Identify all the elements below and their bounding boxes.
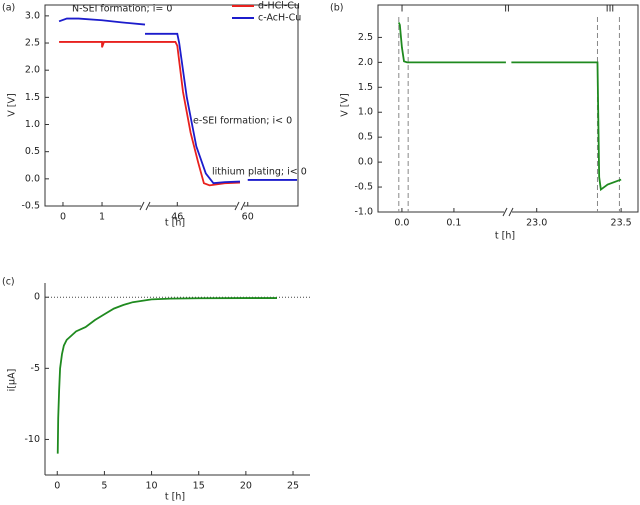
y-tick-label: 1.0 [25, 119, 40, 130]
axis-break [139, 201, 145, 211]
y-tick-label: 2.5 [25, 38, 40, 49]
y-tick-label: 1.5 [358, 82, 373, 93]
y-tick-label: 0.5 [358, 132, 373, 143]
y-tick-label: -1.0 [354, 207, 373, 218]
x-tick-label: 0.1 [446, 218, 461, 229]
x-tick-label: 10 [146, 481, 158, 492]
x-axis-label: t [h] [495, 231, 515, 242]
data-line [59, 41, 241, 187]
x-tick-label: 1 [99, 212, 105, 223]
x-tick-label: 0 [60, 212, 66, 223]
y-tick-label: 0.5 [25, 146, 40, 157]
y-tick-label: -5 [31, 363, 40, 374]
axis-break-gap [141, 202, 149, 210]
annotation: lithium plating; i< 0 [212, 167, 307, 178]
data-line [56, 297, 277, 454]
axis-break-gap [504, 208, 512, 216]
axis-break [234, 201, 240, 211]
annotation: III [606, 4, 614, 15]
x-tick-label: 23.0 [526, 218, 547, 229]
y-tick-label: 1.0 [358, 107, 373, 118]
x-tick-label: 0 [54, 481, 60, 492]
panel-label: (a) [2, 3, 15, 14]
panel-label: (b) [330, 3, 343, 14]
data-line [58, 17, 298, 185]
axis-break [240, 201, 246, 211]
x-tick-label: 25 [287, 481, 299, 492]
annotation: e-SEI formation; i< 0 [193, 116, 292, 127]
y-tick-label: 2.0 [25, 65, 40, 76]
axis-break [508, 207, 514, 217]
x-tick-label: 0.0 [394, 218, 409, 229]
axis-break [145, 201, 151, 211]
y-axis-label: V [V] [7, 93, 18, 116]
x-axis-label: t [h] [165, 218, 185, 229]
annotation: N-SEI formation; i= 0 [72, 4, 172, 15]
x-tick-label: 46 [171, 212, 183, 223]
plot-frame [44, 4, 299, 207]
x-tick-label: 23.5 [611, 218, 632, 229]
x-axis-label: t [h] [165, 492, 185, 503]
legend-label: c-AcH-Cu [258, 13, 301, 24]
y-tick-label: 0.0 [358, 157, 373, 168]
legend-label: d-HCl-Cu [258, 1, 300, 12]
x-tick-label: 15 [193, 481, 205, 492]
axis-break [502, 207, 508, 217]
x-tick-label: 60 [242, 212, 254, 223]
y-tick-label: -10 [24, 434, 40, 445]
y-tick-label: -0.5 [21, 201, 40, 212]
y-tick-label: 2.5 [358, 32, 373, 43]
y-tick-label: 3.0 [25, 10, 40, 21]
axis-break-gap [236, 202, 244, 210]
y-tick-label: -0.5 [354, 182, 373, 193]
y-tick-label: 0 [34, 292, 40, 303]
y-tick-label: 2.0 [358, 57, 373, 68]
x-tick-label: 20 [240, 481, 252, 492]
y-tick-label: 0.0 [25, 173, 40, 184]
x-tick-label: 5 [101, 481, 107, 492]
y-tick-label: 1.5 [25, 92, 40, 103]
y-axis-label: i[µA] [7, 369, 18, 392]
panel-label: (c) [2, 277, 15, 288]
annotation: II [504, 4, 510, 15]
data-line [397, 22, 622, 192]
y-axis-label: V [V] [340, 93, 351, 116]
annotation: I [401, 4, 404, 15]
